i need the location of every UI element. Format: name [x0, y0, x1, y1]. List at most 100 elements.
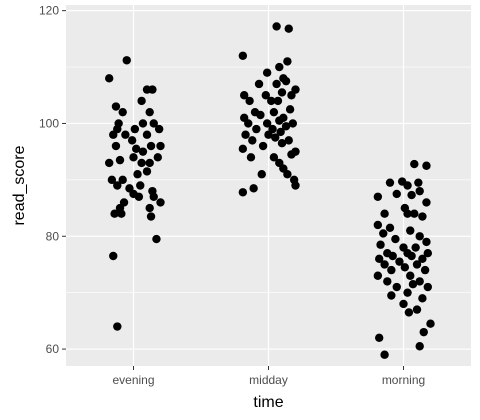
- data-point-evening: [107, 175, 117, 185]
- data-point-morning: [407, 190, 416, 200]
- data-point-midday: [273, 96, 283, 106]
- data-point-evening: [149, 192, 158, 201]
- data-point-midday: [283, 170, 292, 179]
- y-tick-label: 100: [39, 116, 59, 130]
- data-point-evening: [154, 124, 164, 134]
- y-tick-label: 80: [46, 229, 60, 243]
- data-point-morning: [423, 248, 432, 258]
- data-point-morning: [412, 305, 422, 314]
- data-point-evening: [130, 124, 140, 134]
- data-point-morning: [415, 186, 424, 196]
- data-point-midday: [248, 136, 257, 145]
- data-point-evening: [105, 74, 114, 83]
- data-point-evening: [134, 192, 144, 201]
- data-point-morning: [403, 209, 412, 218]
- data-point-midday: [284, 136, 293, 145]
- data-point-morning: [387, 265, 396, 275]
- data-point-midday: [269, 107, 279, 117]
- data-point-morning: [422, 161, 431, 170]
- data-point-morning: [415, 277, 424, 286]
- data-point-morning: [388, 251, 397, 261]
- data-point-evening: [142, 167, 152, 176]
- data-point-evening: [127, 136, 137, 145]
- data-point-morning: [410, 159, 419, 169]
- data-point-morning: [419, 327, 428, 337]
- data-point-evening: [115, 155, 125, 165]
- data-point-evening: [113, 181, 122, 190]
- data-point-morning: [403, 181, 412, 190]
- data-point-morning: [415, 342, 424, 351]
- data-point-morning: [373, 220, 383, 230]
- y-tick-label: 60: [46, 342, 60, 356]
- data-point-midday: [254, 79, 264, 89]
- data-point-midday: [277, 138, 287, 148]
- data-point-morning: [392, 282, 401, 292]
- data-point-morning: [383, 277, 392, 286]
- data-point-morning: [426, 319, 435, 328]
- data-point-midday: [275, 62, 284, 72]
- x-tick-label: evening: [112, 373, 154, 387]
- data-point-morning: [422, 198, 431, 207]
- data-point-midday: [284, 24, 293, 33]
- data-point-morning: [415, 232, 424, 241]
- data-points: [105, 22, 435, 359]
- data-point-evening: [122, 56, 131, 65]
- data-point-morning: [422, 237, 431, 247]
- data-point-midday: [285, 105, 295, 114]
- data-point-evening: [137, 158, 146, 168]
- data-point-morning: [379, 229, 388, 238]
- data-point-morning: [404, 308, 414, 317]
- data-point-midday: [262, 68, 272, 77]
- data-point-morning: [395, 257, 404, 266]
- data-point-midday: [256, 110, 265, 120]
- data-point-midday: [238, 51, 248, 60]
- data-point-evening: [113, 124, 122, 134]
- data-point-evening: [133, 170, 142, 179]
- data-point-morning: [392, 189, 401, 199]
- y-axis: 60 80 100 120: [39, 4, 66, 356]
- data-point-morning: [391, 234, 400, 244]
- data-point-morning: [420, 265, 430, 275]
- data-point-midday: [267, 96, 276, 106]
- data-point-evening: [129, 153, 138, 162]
- x-tick-label: morning: [382, 373, 425, 387]
- data-point-evening: [117, 209, 126, 218]
- data-point-evening: [146, 141, 156, 151]
- data-point-midday: [241, 130, 250, 139]
- data-point-evening: [137, 96, 146, 106]
- data-point-midday: [238, 188, 248, 197]
- data-point-morning: [412, 260, 422, 269]
- data-point-evening: [138, 119, 148, 128]
- data-point-midday: [269, 153, 279, 162]
- data-point-morning: [375, 333, 384, 342]
- data-point-morning: [385, 178, 395, 187]
- data-point-morning: [400, 263, 410, 272]
- data-point-midday: [277, 88, 287, 97]
- data-point-morning: [407, 251, 416, 261]
- x-axis-title: time: [253, 394, 283, 411]
- data-point-evening: [152, 234, 161, 244]
- x-axis: evening midday morning: [112, 366, 425, 387]
- data-point-midday: [240, 91, 249, 100]
- data-point-morning: [408, 280, 418, 289]
- data-point-midday: [287, 91, 296, 100]
- data-point-evening: [132, 144, 141, 154]
- data-point-evening: [138, 147, 148, 156]
- data-point-morning: [373, 192, 383, 201]
- data-point-morning: [380, 350, 389, 359]
- data-point-morning: [387, 291, 396, 300]
- data-point-evening: [145, 203, 154, 213]
- data-point-morning: [375, 254, 384, 264]
- data-point-evening: [111, 102, 121, 111]
- data-point-midday: [271, 133, 280, 142]
- data-point-midday: [272, 79, 281, 89]
- x-tick-label: midday: [249, 373, 288, 387]
- data-point-morning: [406, 271, 415, 280]
- data-point-evening: [149, 119, 158, 128]
- data-point-morning: [406, 226, 415, 235]
- data-point-midday: [291, 181, 300, 190]
- data-point-morning: [411, 243, 420, 252]
- data-point-midday: [238, 144, 248, 154]
- data-point-evening: [105, 158, 114, 168]
- data-point-morning: [418, 254, 427, 264]
